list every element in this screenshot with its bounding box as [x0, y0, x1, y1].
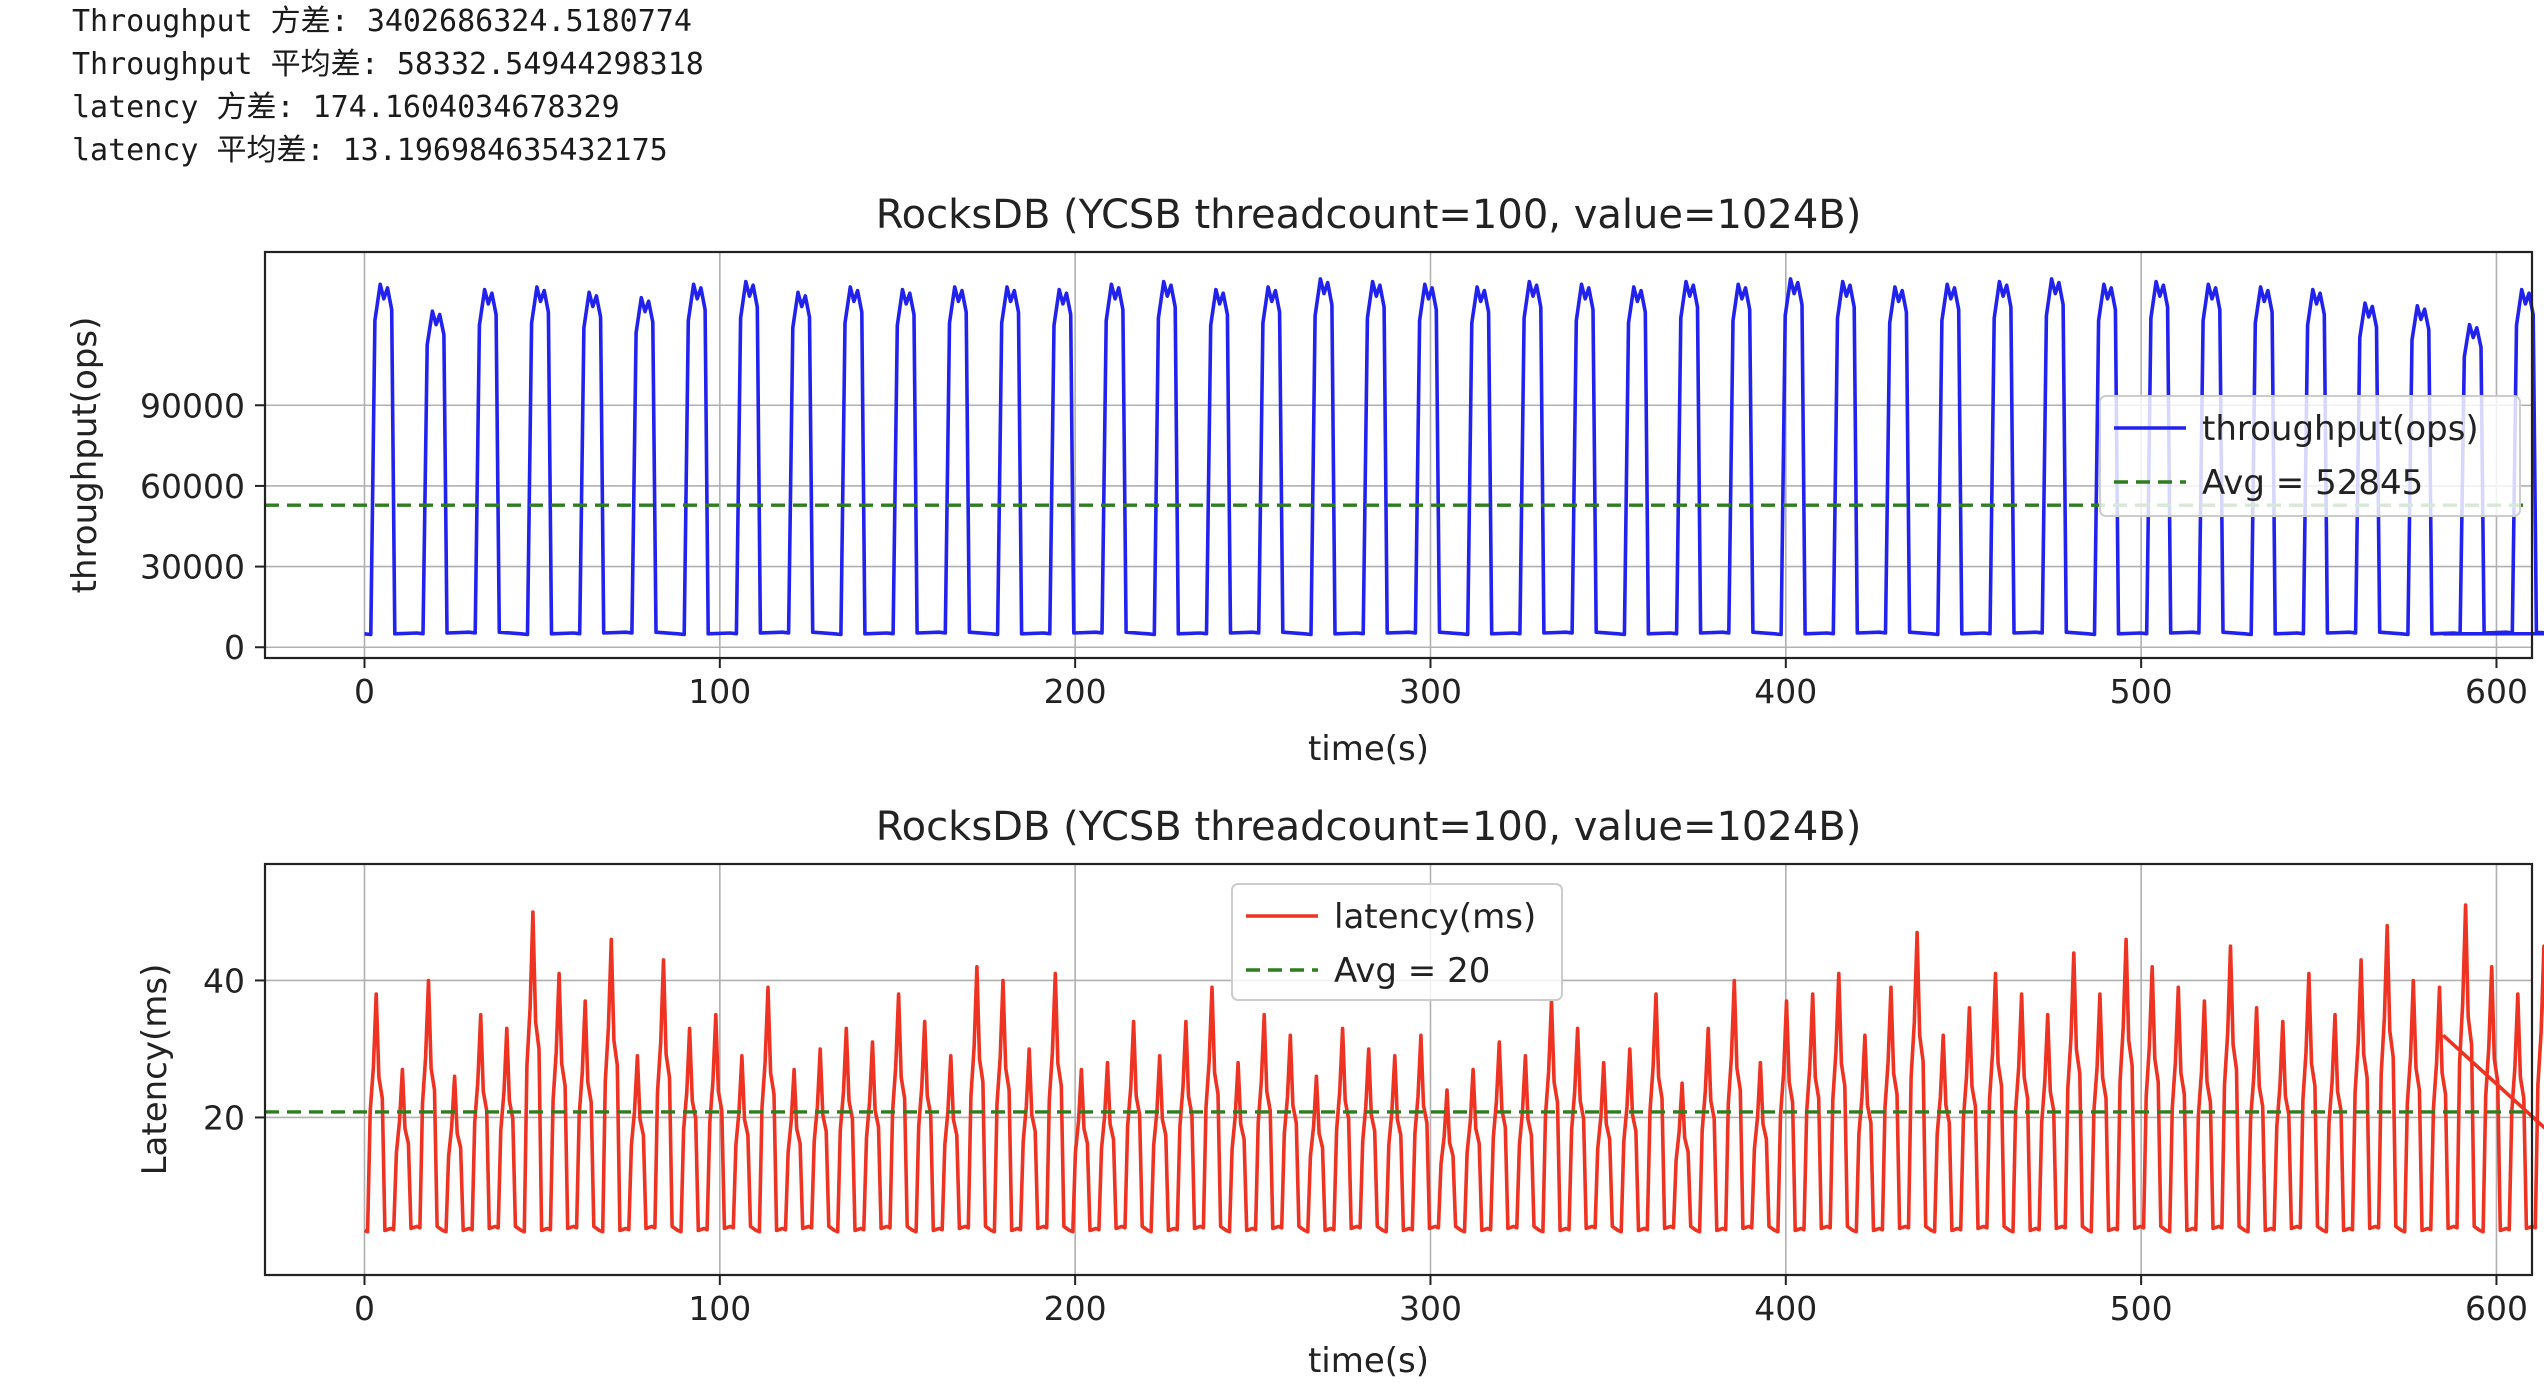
stat-value: 13.196984635432175 — [342, 133, 668, 168]
legend-label: latency(ms) — [1334, 897, 1536, 937]
y-tick-label: 90000 — [140, 386, 245, 425]
x-tick-label: 400 — [1754, 672, 1817, 711]
legend: throughput(ops) Avg = 52845 — [2099, 395, 2521, 517]
stat-line: Throughput 平均差: 58332.54944298318 — [72, 43, 704, 86]
stat-label: latency 方差 — [72, 90, 277, 125]
stat-separator: : — [276, 90, 313, 125]
x-tick-label: 400 — [1754, 1289, 1817, 1328]
x-tick-label: 100 — [688, 672, 751, 711]
stat-separator: : — [360, 47, 397, 82]
legend: latency(ms) Avg = 20 — [1231, 883, 1563, 1001]
stat-line: latency 平均差: 13.196984635432175 — [72, 129, 704, 172]
x-tick-label: 500 — [2110, 672, 2173, 711]
legend-box — [2099, 395, 2521, 517]
x-tick-label: 200 — [1044, 672, 1107, 711]
y-tick-label: 40 — [203, 961, 245, 1000]
stat-label: latency 平均差 — [72, 133, 307, 168]
x-tick-label: 500 — [2110, 1289, 2173, 1328]
stat-line: Throughput 方差: 3402686324.5180774 — [72, 0, 704, 43]
stats-output: Throughput 方差: 3402686324.5180774 Throug… — [72, 0, 704, 172]
x-tick-label: 100 — [688, 1289, 751, 1328]
chart-title: RocksDB (YCSB threadcount=100, value=102… — [876, 192, 1862, 238]
legend-label: Avg = 52845 — [2202, 463, 2423, 503]
plot-frame — [263, 862, 2534, 1277]
x-tick-label: 0 — [354, 1289, 375, 1328]
stat-separator: : — [306, 133, 343, 168]
stat-value: 3402686324.5180774 — [366, 4, 692, 39]
stat-separator: : — [330, 4, 367, 39]
x-tick-label: 600 — [2465, 1289, 2528, 1328]
x-tick-label: 0 — [354, 672, 375, 711]
y-axis-label: Latency(ms) — [135, 964, 175, 1176]
y-axis-label: throughput(ops) — [65, 317, 105, 594]
chart-title: RocksDB (YCSB threadcount=100, value=102… — [876, 804, 1862, 850]
x-tick-label: 600 — [2465, 672, 2528, 711]
x-tick-label: 200 — [1044, 1289, 1107, 1328]
series-line-latency — [363, 903, 2544, 1234]
stat-value: 174.1604034678329 — [312, 90, 620, 125]
x-axis-label: time(s) — [1308, 1341, 1429, 1381]
stat-label: Throughput 方差 — [72, 4, 331, 39]
x-tick-label: 300 — [1399, 672, 1462, 711]
legend-label: Avg = 20 — [1334, 951, 1490, 991]
y-tick-label: 0 — [224, 628, 245, 667]
x-tick-label: 300 — [1399, 1289, 1462, 1328]
stat-label: Throughput 平均差 — [72, 47, 361, 82]
legend-label: throughput(ops) — [2202, 409, 2479, 449]
y-tick-label: 60000 — [140, 467, 245, 506]
series-line-throughput — [364, 277, 2544, 637]
x-axis-label: time(s) — [1308, 729, 1429, 769]
plot-frame — [263, 250, 2534, 660]
stat-line: latency 方差: 174.1604034678329 — [72, 86, 704, 129]
chart-latency: 0 100 200 300 400 500 600 20 40 RocksDB (YCSB thr… — [135, 804, 2544, 1381]
stat-value: 58332.54944298318 — [396, 47, 704, 82]
y-tick-label: 20 — [203, 1098, 245, 1137]
y-tick-label: 30000 — [140, 548, 245, 587]
chart-throughput: 0 100 200 300 400 500 600 0 30000 60000 90000 Rocks… — [65, 192, 2544, 769]
